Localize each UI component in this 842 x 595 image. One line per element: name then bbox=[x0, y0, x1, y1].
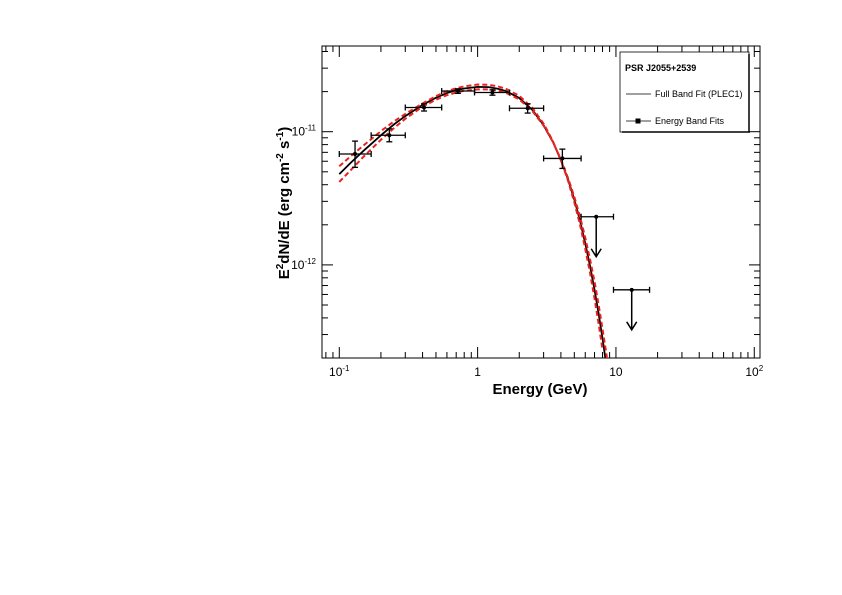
legend-entry-full-fit: Full Band Fit (PLEC1) bbox=[655, 89, 743, 99]
y-tick-label: 10-12 bbox=[291, 257, 316, 272]
legend-title: PSR J2055+2539 bbox=[625, 63, 696, 73]
y-axis-title: E2dN/dE (erg cm-2 s-1) bbox=[275, 127, 293, 280]
x-tick-label-base: 10 bbox=[329, 365, 343, 379]
full-band-fit-curve bbox=[338, 85, 607, 358]
y-tick-label-exp: -12 bbox=[304, 257, 316, 266]
y-tick-label-base: 10 bbox=[291, 258, 305, 272]
x-tick-label-base: 1 bbox=[474, 365, 481, 379]
x-axis-title: Energy (GeV) bbox=[492, 381, 587, 398]
data-marker bbox=[353, 152, 358, 157]
data-marker bbox=[594, 214, 599, 219]
plot-frame bbox=[321, 45, 761, 359]
legend-entry-band-fits: Energy Band Fits bbox=[655, 116, 725, 126]
energy-band-point bbox=[542, 148, 582, 170]
x-tick-label-exp: -1 bbox=[342, 364, 350, 373]
data-marker bbox=[525, 106, 530, 111]
data-marker bbox=[387, 133, 392, 138]
y-axis-title-sup1: 2 bbox=[275, 263, 286, 269]
legend-box bbox=[619, 51, 750, 133]
x-tick-label-base: 10 bbox=[745, 365, 759, 379]
energy-band-point bbox=[404, 103, 443, 112]
x-tick-label: 1 bbox=[474, 365, 481, 379]
fit-uncertainty-curve bbox=[338, 83, 604, 351]
y-axis-title-sup2: -2 bbox=[275, 153, 286, 162]
upper-limit-arrow-head bbox=[590, 248, 602, 259]
energy-band-point bbox=[370, 128, 406, 143]
y-axis-title-suffix: ) bbox=[276, 127, 293, 132]
energy-band-points bbox=[338, 88, 651, 332]
data-marker bbox=[490, 90, 495, 95]
fit-uncertainty-curve bbox=[338, 88, 608, 358]
energy-band-point bbox=[338, 140, 372, 168]
energy-band-point bbox=[473, 89, 511, 96]
y-tick-label: 10-11 bbox=[292, 124, 317, 139]
data-marker bbox=[560, 156, 565, 161]
x-tick-label-exp: 2 bbox=[759, 364, 764, 373]
y-tick-label-exp: -11 bbox=[305, 124, 317, 133]
y-tick-label-base: 10 bbox=[292, 125, 306, 139]
energy-band-point bbox=[441, 88, 476, 95]
axis-ticks bbox=[322, 46, 760, 359]
x-tick-label: 10-1 bbox=[329, 364, 350, 379]
legend: PSR J2055+2539 Full Band Fit (PLEC1) Ene… bbox=[619, 51, 750, 133]
fit-curves bbox=[338, 83, 608, 358]
data-marker bbox=[455, 89, 460, 94]
y-axis-title-prefix: E bbox=[276, 269, 293, 279]
y-axis-title-sup3: -1 bbox=[275, 131, 286, 140]
upper-limit-point bbox=[612, 286, 651, 332]
data-marker bbox=[629, 287, 634, 292]
x-tick-label-base: 10 bbox=[609, 365, 623, 379]
energy-band-point bbox=[508, 103, 545, 114]
upper-limit-point bbox=[580, 213, 615, 259]
legend-marker-swatch bbox=[635, 118, 641, 124]
x-tick-label: 10 bbox=[609, 365, 623, 379]
data-marker bbox=[422, 105, 427, 110]
x-tick-label: 102 bbox=[745, 364, 763, 379]
y-axis-title-mid: dN/dE (erg cm bbox=[276, 162, 293, 264]
upper-limit-arrow-head bbox=[626, 321, 638, 332]
y-axis-title-mid2: s bbox=[276, 141, 293, 154]
